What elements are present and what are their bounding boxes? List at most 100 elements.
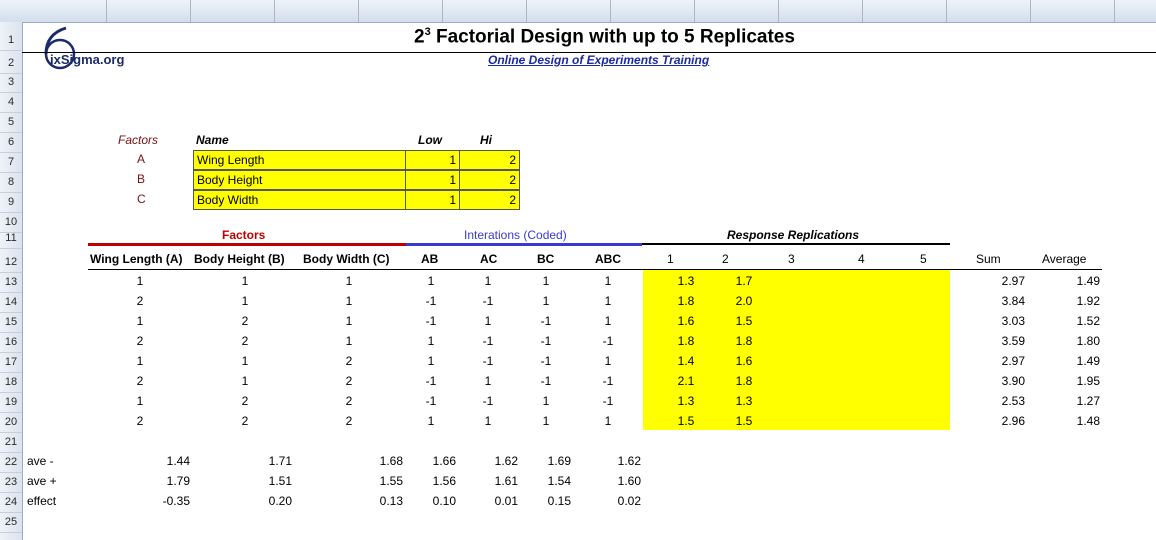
design-column-header: Sum [976,252,1001,266]
response-cell[interactable]: 1.6 [735,354,753,368]
factor-hi-input[interactable]: 2 [459,150,520,170]
row-number[interactable]: 15 [0,312,22,333]
factor-low-input[interactable]: 1 [405,150,460,170]
design-column-header: AC [480,252,498,266]
factor-hi-input[interactable]: 2 [459,170,520,190]
column-header[interactable] [22,0,107,22]
factor-name-input[interactable]: Wing Length [193,150,406,170]
row-number[interactable]: 1 [0,30,22,51]
column-header[interactable] [694,0,779,22]
row-number[interactable]: 11 [0,228,22,249]
row-number[interactable]: 16 [0,332,22,353]
response-cell[interactable]: 1.5 [677,414,695,428]
design-cell: 1 [136,314,144,328]
response-cell[interactable]: 1.4 [677,354,695,368]
response-cell[interactable]: 1.7 [735,274,753,288]
column-header[interactable] [862,0,947,22]
summary-value: 0.01 [494,494,518,508]
row-number[interactable]: 6 [0,132,22,153]
response-cell[interactable]: 1.3 [735,394,753,408]
response-cell[interactable]: 1.6 [677,314,695,328]
response-cell[interactable]: 1.3 [677,274,695,288]
sixsigma-logo[interactable]: ixSigma.org [36,24,166,74]
response-input-area[interactable] [643,270,950,430]
factor-low-input[interactable]: 1 [405,190,460,210]
row-number[interactable]: 25 [0,512,22,533]
summary-value: 1.61 [494,474,518,488]
design-column-header: 1 [667,252,674,266]
row-number[interactable]: 13 [0,272,22,293]
design-cell: 2 [136,414,144,428]
summary-value: 1.79 [166,474,190,488]
design-cell: 1.52 [1076,314,1100,328]
factor-id: A [137,152,146,166]
column-header[interactable] [358,0,443,22]
column-header[interactable] [946,0,1031,22]
row-number[interactable]: 5 [0,112,22,133]
row-number[interactable]: 23 [0,472,22,493]
response-cell[interactable]: 1.8 [735,334,753,348]
column-header[interactable] [778,0,863,22]
design-cell: 2.96 [1001,414,1025,428]
response-cell[interactable]: 1.5 [735,314,753,328]
column-header[interactable] [274,0,359,22]
row-number[interactable]: 2 [0,53,22,74]
factor-name-input[interactable]: Body Height [193,170,406,190]
row-number[interactable]: 19 [0,392,22,413]
row-number[interactable]: 10 [0,212,22,233]
design-cell: 1 [604,314,612,328]
design-cell: 1 [241,274,249,288]
row-number[interactable]: 18 [0,372,22,393]
design-cell: -1 [602,374,614,388]
response-cell[interactable]: 1.5 [735,414,753,428]
column-header[interactable] [106,0,191,22]
column-header[interactable] [442,0,527,22]
row-number[interactable]: 9 [0,192,22,213]
row-number[interactable]: 3 [0,72,22,93]
row-number[interactable]: 4 [0,92,22,113]
row-number[interactable]: 24 [0,492,22,513]
design-cell: 3.03 [1001,314,1025,328]
row-number[interactable]: 7 [0,152,22,173]
factor-name-input[interactable]: Body Width [193,190,406,210]
summary-value: 1.44 [166,454,190,468]
row-number[interactable]: 22 [0,452,22,473]
design-cell: 2 [241,394,249,408]
response-cell[interactable]: 1.8 [677,294,695,308]
design-cell: 1 [241,294,249,308]
response-cell[interactable]: 2.1 [677,374,695,388]
design-cell: 1 [345,294,353,308]
column-header[interactable] [1030,0,1115,22]
factor-hi-input[interactable]: 2 [459,190,520,210]
column-header[interactable] [610,0,695,22]
hi-header: Hi [480,133,492,147]
column-header[interactable] [190,0,275,22]
design-cell: 1.49 [1076,354,1100,368]
design-cell: 2.97 [1001,354,1025,368]
summary-value: 1.69 [547,454,571,468]
row-number[interactable]: 20 [0,412,22,433]
response-cell[interactable]: 1.3 [677,394,695,408]
response-cell[interactable]: 2.0 [735,294,753,308]
design-cell: 1.48 [1076,414,1100,428]
factor-low-input[interactable]: 1 [405,170,460,190]
design-cell: 1 [427,274,435,288]
row-number[interactable]: 21 [0,432,22,453]
title-exponent: 3 [424,26,431,38]
design-cell: -1 [602,334,614,348]
column-header[interactable] [526,0,611,22]
design-column-header: ABC [595,252,621,266]
column-header[interactable] [1114,0,1156,22]
row-number[interactable]: 17 [0,352,22,373]
row-number[interactable]: 12 [0,252,22,273]
design-cell: -1 [602,394,614,408]
logo-text: ixSigma.org [50,52,125,67]
factor-id: C [137,192,146,206]
response-cell[interactable]: 1.8 [735,374,753,388]
training-link[interactable]: Online Design of Experiments Training [488,53,710,67]
summary-value: 1.60 [617,474,641,488]
row-number[interactable]: 14 [0,292,22,313]
design-cell: 1 [136,274,144,288]
row-number[interactable]: 8 [0,172,22,193]
response-cell[interactable]: 1.8 [677,334,695,348]
